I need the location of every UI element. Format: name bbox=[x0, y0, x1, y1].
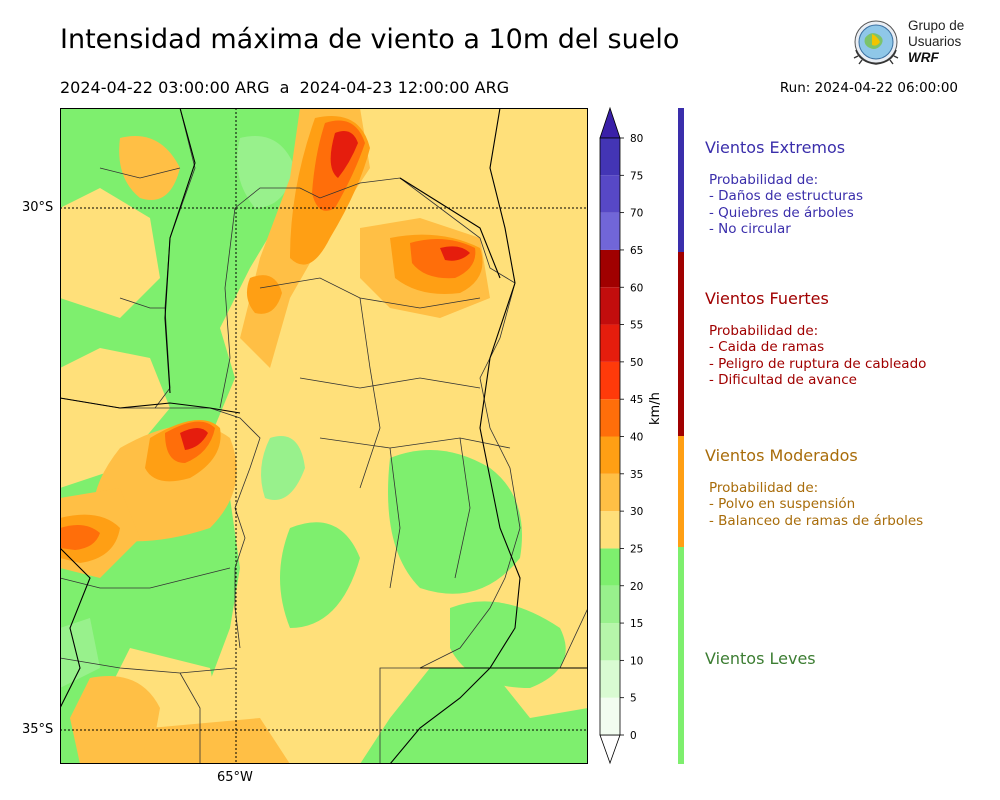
colorbar-tick-label: 0 bbox=[630, 730, 637, 742]
colorbar-tick-label: 30 bbox=[630, 506, 643, 518]
logo-text-line2: Usuarios bbox=[908, 34, 962, 49]
colorbar-canvas: 0 5 10 15 20 25 30 35 40 45 50 55 60 65 70 75 80 bbox=[599, 106, 643, 765]
colorbar-segment bbox=[600, 399, 620, 437]
category-line: - Balanceo de ramas de árboles bbox=[709, 512, 924, 529]
colorbar-segment bbox=[600, 511, 620, 549]
category-title-leves: Vientos Leves bbox=[705, 649, 816, 668]
colorbar-tick-label: 25 bbox=[630, 543, 643, 555]
colorbar-segment bbox=[600, 324, 620, 362]
category-line: - Quiebres de árboles bbox=[709, 204, 854, 221]
category-desc-moderados: Probabilidad de: - Polvo en suspensión -… bbox=[709, 480, 923, 529]
run-timestamp: Run: 2024-04-22 06:00:00 bbox=[779, 80, 958, 96]
category-title-extremos: Vientos Extremos bbox=[705, 138, 846, 157]
colorbar-tick-label: 65 bbox=[630, 245, 643, 257]
logo-text-line1: Grupo de bbox=[908, 18, 965, 33]
logo-text-line3: WRF bbox=[908, 50, 939, 65]
globe-icon bbox=[853, 20, 899, 65]
colorbar-segment bbox=[600, 623, 620, 661]
category-bar-extremos bbox=[678, 108, 684, 252]
colorbar-segment bbox=[600, 585, 620, 624]
colorbar-segment bbox=[600, 175, 620, 213]
colorbar-tick-label: 60 bbox=[630, 282, 643, 294]
colorbar-tick-label: 55 bbox=[630, 320, 643, 332]
colorbar-tick-label: 10 bbox=[630, 655, 643, 667]
colorbar-tick-label: 50 bbox=[630, 357, 643, 369]
colorbar-segment bbox=[600, 548, 620, 586]
map-frame bbox=[60, 108, 588, 764]
colorbar-segment bbox=[600, 287, 620, 325]
category-desc-extremos: Probabilidad de: - Daños de estructuras … bbox=[709, 172, 863, 238]
colorbar-tick-label: 75 bbox=[630, 170, 643, 182]
colorbar-tick-label: 70 bbox=[630, 208, 643, 220]
category-line: - Peligro de ruptura de cableado bbox=[709, 355, 927, 372]
lat-label-35s: 35°S bbox=[22, 722, 54, 737]
category-line: - Polvo en suspensión bbox=[709, 496, 856, 513]
lat-label-30s: 30°S bbox=[22, 200, 54, 215]
colorbar-segment bbox=[600, 249, 620, 288]
colorbar-tick-label: 80 bbox=[630, 133, 643, 145]
colorbar-extend-min bbox=[599, 734, 621, 765]
category-line: Probabilidad de: bbox=[709, 480, 819, 496]
map-title: Intensidad máxima de viento a 10m del su… bbox=[60, 24, 680, 55]
wrf-group-logo: Grupo de Usuarios WRF bbox=[848, 16, 968, 72]
colorbar-extend-max bbox=[599, 106, 621, 139]
graticule bbox=[60, 108, 588, 764]
colorbar-tick-label: 20 bbox=[630, 581, 643, 593]
category-title-moderados: Vientos Moderados bbox=[705, 446, 858, 465]
colorbar-segment bbox=[600, 436, 620, 474]
colorbar-tick-label: 35 bbox=[630, 469, 643, 481]
colorbar-tick-label: 45 bbox=[630, 394, 643, 406]
category-line: Probabilidad de: bbox=[709, 172, 819, 188]
colorbar-tick-label: 5 bbox=[630, 693, 637, 705]
category-desc-fuertes: Probabilidad de: - Caida de ramas - Peli… bbox=[709, 323, 926, 389]
colorbar-segment bbox=[600, 138, 620, 176]
wind-zone-50-55 bbox=[180, 130, 470, 450]
colorbar-segment bbox=[600, 697, 620, 735]
colorbar-tick-label: 15 bbox=[630, 618, 643, 630]
category-line: - Dificultad de avance bbox=[709, 372, 857, 389]
category-title-fuertes: Vientos Fuertes bbox=[705, 289, 829, 308]
colorbar-segment bbox=[600, 212, 620, 250]
category-bar-fuertes bbox=[678, 252, 684, 436]
category-line: Probabilidad de: bbox=[709, 323, 819, 339]
colorbar: 0 5 10 15 20 25 30 35 40 45 50 55 60 65 70 75 80 bbox=[596, 105, 676, 770]
wind-zone-15-20 bbox=[60, 136, 305, 688]
colorbar-segment bbox=[600, 361, 620, 400]
category-line: - No circular bbox=[709, 221, 791, 238]
wind-map-canvas bbox=[59, 107, 589, 765]
colorbar-tick-label: 40 bbox=[630, 432, 643, 444]
colorbar-segment bbox=[600, 660, 620, 698]
category-bar-leves bbox=[678, 547, 684, 764]
colorbar-segment bbox=[600, 473, 620, 512]
colorbar-unit-label: km/h bbox=[648, 392, 663, 425]
category-bar-moderados bbox=[678, 436, 684, 547]
lon-label-65w: 65°W bbox=[217, 770, 253, 785]
category-line: - Caida de ramas bbox=[709, 339, 825, 356]
wind-map bbox=[59, 107, 589, 765]
category-line: - Daños de estructuras bbox=[709, 188, 864, 205]
forecast-period: 2024-04-22 03:00:00 ARG a 2024-04-23 12:… bbox=[60, 78, 510, 97]
country-boundaries bbox=[59, 107, 588, 765]
